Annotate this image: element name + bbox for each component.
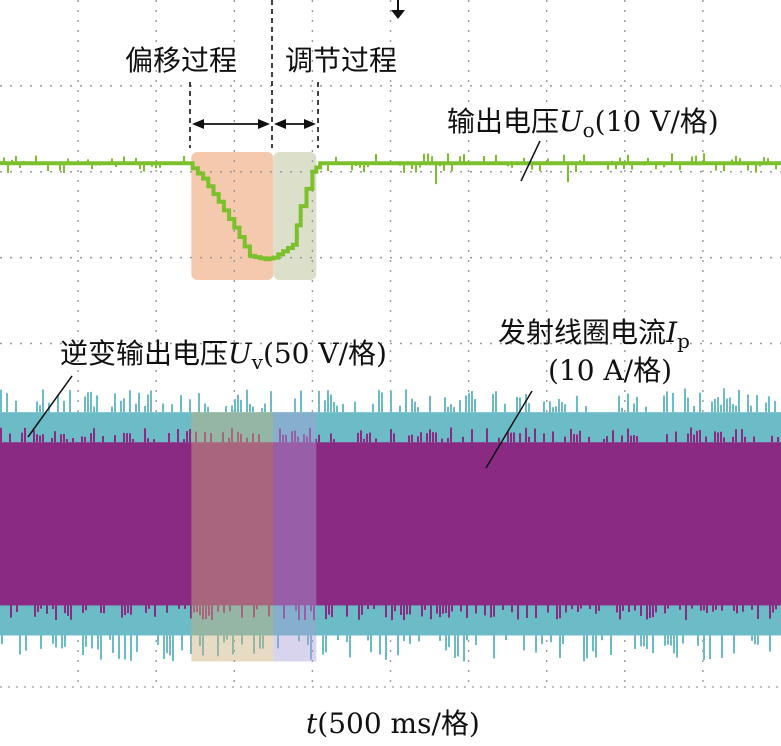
region-regulate [273,152,317,280]
ip-label-subscript: p [677,329,690,353]
uv-label-prefix: 逆变输出电压 [60,337,228,370]
offset-process-label: 偏移过程 [125,44,237,77]
uv-label-symbol: U [228,337,253,370]
overlay-regulate [273,412,317,662]
process-region-overlay [191,412,317,662]
uo-label-prefix: 输出电压 [447,105,559,138]
svg-text:逆变输出电压Uv(50 V/格): 逆变输出电压Uv(50 V/格) [60,337,387,374]
uo-label-subscript: o [583,118,595,142]
x-axis-label: t(500 ms/格) [306,707,480,740]
x-axis-symbol: t [306,707,318,740]
overlay-offset [191,412,274,662]
uv-label-subscript: v [251,350,264,374]
svg-text:发射线圈电流Ip: 发射线圈电流Ip [498,316,690,353]
uo-label-symbol: U [559,105,584,138]
process-boundary-lines [189,0,319,148]
regulate-process-label: 调节过程 [285,44,397,77]
offset-duration-arrow [192,119,270,129]
regulate-duration-arrow [274,119,316,129]
region-offset [191,152,274,280]
ip-label-symbol: I [665,316,678,349]
uo-waveform [0,153,781,262]
uv-noise-spikes [0,388,776,662]
uv-series-label: 逆变输出电压Uv(50 V/格) [27,337,387,438]
svg-text:输出电压Uo(10 V/格): 输出电压Uo(10 V/格) [447,105,719,142]
trigger-marker-icon [391,0,405,19]
uo-trace [0,161,781,262]
ip-label-prefix: 发射线圈电流 [498,316,666,349]
x-axis-scale: (500 ms/格) [317,707,480,740]
ip-envelope [0,442,781,606]
ip-noise-spikes [0,427,779,621]
process-region-highlights [191,152,317,280]
uv-label-scale: (50 V/格) [263,337,387,370]
uo-series-label: 输出电压Uo(10 V/格) [447,105,719,182]
uo-noise-spikes [3,153,777,185]
ip-label-scale: (10 A/格) [548,354,672,387]
ip-waveform [0,427,781,621]
ip-series-label: 发射线圈电流Ip (10 A/格) [485,316,690,469]
uo-label-scale: (10 V/格) [595,105,719,138]
